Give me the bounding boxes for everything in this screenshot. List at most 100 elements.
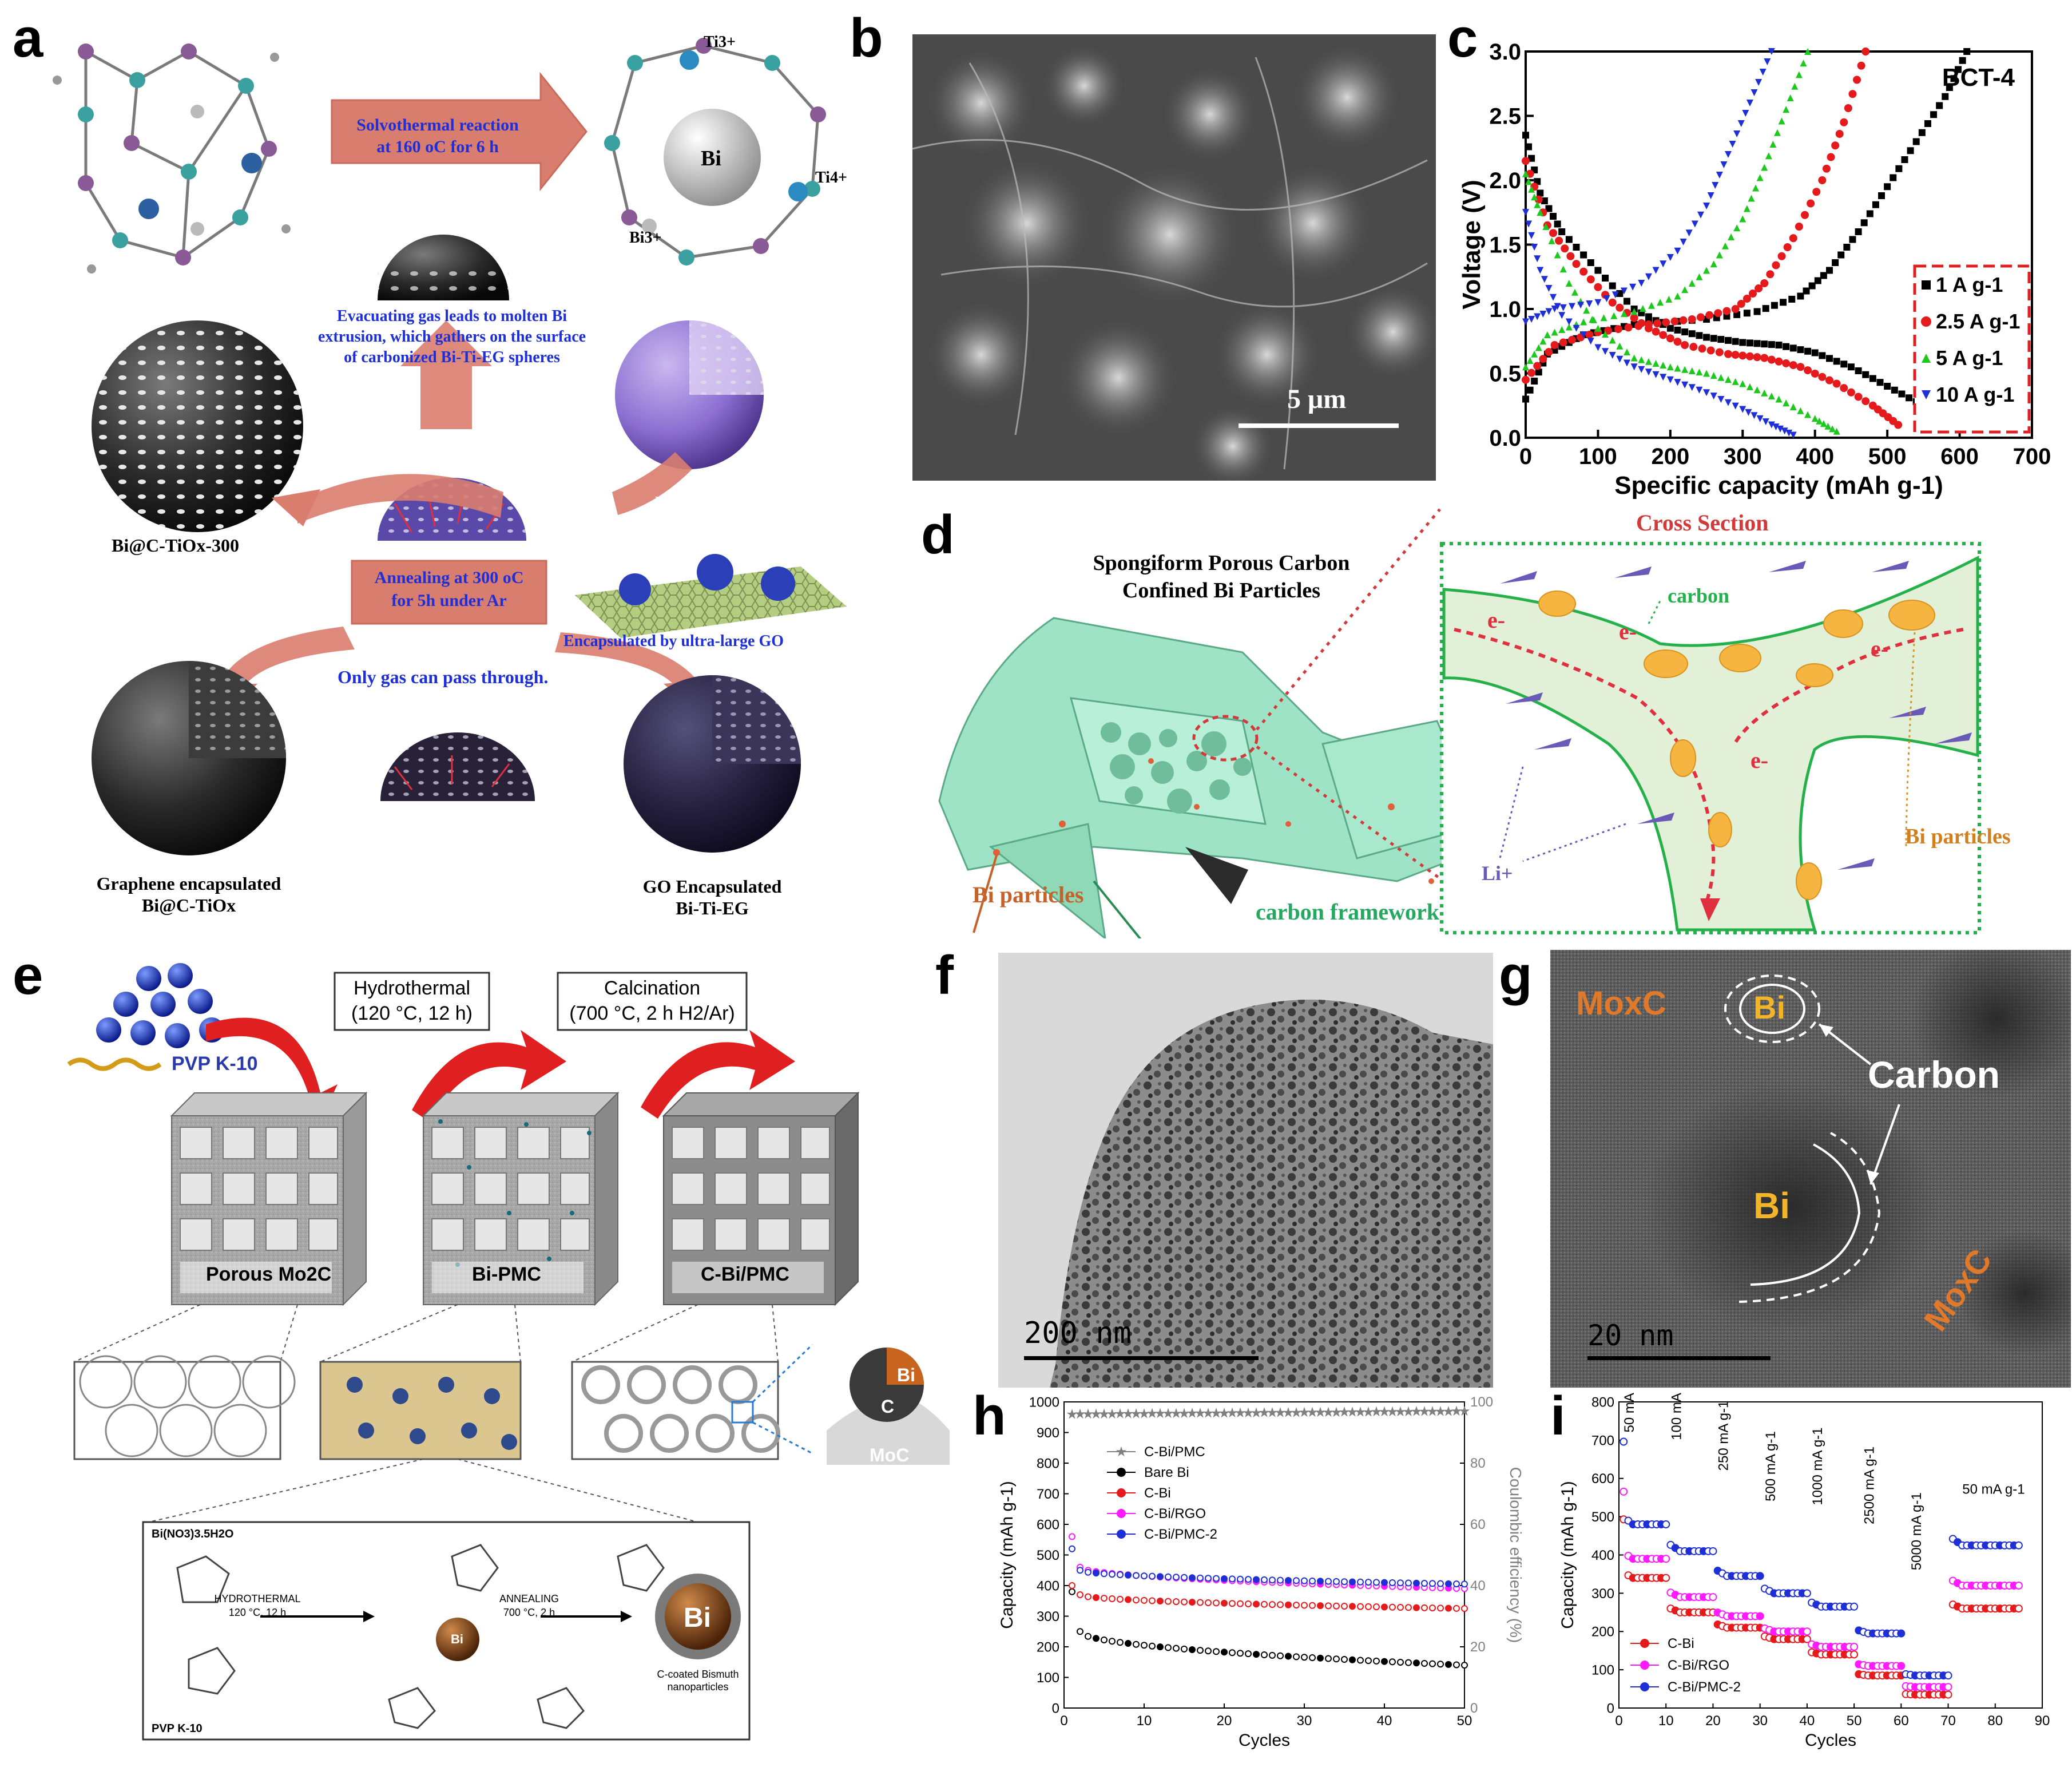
charge-point	[1733, 224, 1741, 232]
discharge-point	[1555, 236, 1563, 245]
capacity-point	[1109, 1638, 1116, 1645]
capacity-point	[1141, 1572, 1148, 1580]
moc-label: MoC	[870, 1445, 910, 1465]
discharge-point	[1703, 370, 1710, 377]
legend-marker	[1922, 354, 1931, 363]
x-tick-label: 0	[1615, 1713, 1622, 1729]
charge-point	[1801, 211, 1809, 219]
charge-point	[1797, 292, 1804, 300]
x-tick-label: 80	[1987, 1713, 2003, 1729]
capacity-point	[1173, 1598, 1180, 1606]
graphene-encapsulated-label: Graphene encapsulated Bi@C-TiOx	[80, 873, 297, 916]
charge-point	[1522, 363, 1529, 371]
discharge-point	[1545, 205, 1553, 212]
capacity-point	[1165, 1573, 1172, 1580]
carbon-sponge	[938, 617, 1484, 938]
extrusion-arrow	[400, 320, 492, 429]
legend-label: 10 A g-1	[1936, 383, 2014, 406]
calcination-line-2: (700 °C, 2 h H2/Ar)	[569, 1003, 735, 1024]
charge-point	[1742, 110, 1749, 117]
y-tick-label: 500	[1037, 1548, 1059, 1563]
discharge-point	[1739, 406, 1746, 413]
capacity-point	[1413, 1659, 1420, 1667]
discharge-point	[1725, 336, 1732, 344]
discharge-point	[1833, 358, 1840, 365]
charge-point	[1832, 259, 1839, 266]
discharge-point	[1586, 275, 1595, 284]
discharge-point	[1660, 362, 1667, 369]
go-enc-line-2: Bi-Ti-EG	[676, 898, 749, 918]
charge-point	[1748, 290, 1757, 298]
charge-point	[1803, 287, 1810, 295]
x-tick-label: 20	[1705, 1713, 1721, 1729]
series-5-A-g-1	[1522, 48, 1840, 435]
discharge-point	[1587, 259, 1594, 266]
rate-point	[2014, 1604, 2023, 1613]
charge-point	[1526, 357, 1534, 364]
legend-marker	[1922, 280, 1931, 290]
rate-point	[1662, 1574, 1670, 1582]
capacity-point	[1189, 1599, 1196, 1606]
charge-point	[1551, 306, 1558, 312]
capacity-point	[1365, 1657, 1372, 1665]
charge-point	[1752, 184, 1760, 192]
discharge-point	[1753, 386, 1761, 394]
discharge-point	[1775, 395, 1783, 403]
discharge-point	[1624, 298, 1630, 305]
solvothermal-line-1: Solvothermal reaction	[356, 116, 519, 134]
charge-point	[1666, 254, 1674, 261]
y-tick-label: 300	[1591, 1586, 1614, 1602]
ce-point: ★	[1450, 1404, 1463, 1419]
capacity-point	[1077, 1591, 1083, 1599]
capacity-point	[1461, 1605, 1468, 1612]
charge-point	[1539, 311, 1547, 318]
discharge-point	[1772, 423, 1780, 431]
discharge-point	[1624, 359, 1630, 367]
capacity-point	[1397, 1579, 1404, 1587]
charge-point	[1901, 156, 1908, 163]
discharge-point	[1573, 244, 1580, 251]
ce-point: ★	[1386, 1404, 1399, 1420]
y-tick-label: 900	[1037, 1425, 1059, 1441]
discharge-point	[1537, 189, 1544, 197]
capacity-point	[1261, 1600, 1268, 1608]
capacity-point	[1181, 1598, 1188, 1606]
carbon-label-g: Carbon	[1868, 1053, 2000, 1096]
charge-point	[1620, 310, 1628, 318]
charge-point	[1872, 201, 1879, 208]
panel-label-f: f	[935, 945, 954, 1006]
graphene-enc-line-1: Graphene encapsulated	[96, 873, 281, 894]
discharge-point	[1537, 209, 1544, 216]
discharge-point	[1549, 229, 1558, 237]
discharge-point	[1559, 266, 1567, 273]
bi-particles-right-label: Bi particles	[1905, 825, 2011, 849]
discharge-point	[1825, 376, 1833, 385]
anneal-arrow-line-1: ANNEALING	[499, 1593, 559, 1604]
y2-tick-label: 80	[1470, 1456, 1486, 1471]
discharge-point	[1666, 324, 1674, 332]
final-caption-line-2: nanoparticles	[667, 1681, 729, 1693]
discharge-point	[1573, 324, 1580, 332]
discharge-point	[1797, 407, 1804, 414]
capacity-point	[1357, 1603, 1364, 1610]
discharge-point	[1534, 255, 1541, 263]
discharge-point	[1818, 373, 1827, 381]
discharge-point	[1571, 288, 1578, 296]
discharge-point	[1761, 340, 1768, 348]
discharge-point	[1558, 312, 1566, 319]
annealing-label: Annealing at 300 oC for 5h under Ar	[352, 566, 546, 612]
charge-point	[1688, 315, 1696, 323]
charge-point	[1912, 138, 1920, 145]
charge-point	[1748, 195, 1755, 202]
discharge-point	[1522, 157, 1530, 165]
discharge-point	[1696, 386, 1703, 394]
capacity-point	[1197, 1599, 1204, 1606]
charge-point	[1681, 286, 1689, 294]
solvothermal-label: Solvothermal reaction at 160 oC for 6 h	[335, 114, 541, 158]
x-tick-label: 0	[1519, 444, 1532, 469]
charge-point	[1890, 174, 1897, 181]
ce-point: ★	[1402, 1404, 1415, 1420]
capacity-point	[1109, 1571, 1116, 1578]
charge-point	[1769, 141, 1777, 148]
discharge-point	[1745, 409, 1752, 416]
